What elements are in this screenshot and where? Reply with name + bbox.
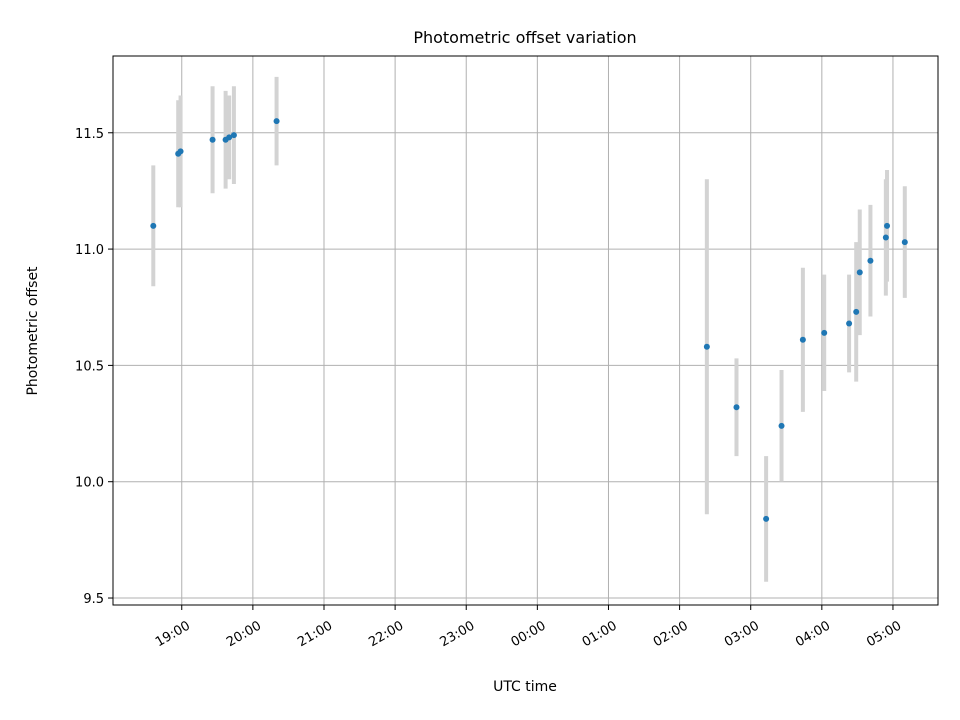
x-tick-label: 21:00 xyxy=(295,618,335,650)
data-point xyxy=(882,234,889,241)
y-tick-label: 10.5 xyxy=(75,359,104,374)
data-markers xyxy=(150,118,908,522)
x-tick-label: 04:00 xyxy=(793,618,833,650)
x-tick-label: 02:00 xyxy=(651,618,691,650)
x-tick-label: 03:00 xyxy=(722,618,762,650)
data-point xyxy=(703,343,710,350)
data-point xyxy=(853,308,860,315)
x-gridlines xyxy=(181,56,894,605)
x-tick-label: 01:00 xyxy=(580,618,620,650)
x-tick-label: 20:00 xyxy=(224,618,264,650)
data-point xyxy=(763,515,770,522)
data-point xyxy=(901,239,908,246)
y-tick-label: 11.5 xyxy=(75,127,104,142)
x-tick-label: 19:00 xyxy=(153,618,193,650)
data-point xyxy=(867,257,874,264)
data-point xyxy=(209,136,216,143)
data-point xyxy=(226,134,233,141)
x-tick-label: 00:00 xyxy=(509,618,549,650)
data-point xyxy=(799,336,806,343)
y-tick-label: 11.0 xyxy=(75,243,104,258)
error-bars xyxy=(151,76,907,582)
x-tick-label: 23:00 xyxy=(437,618,477,650)
chart-title: Photometric offset variation xyxy=(413,28,636,47)
data-point xyxy=(733,404,740,411)
data-point xyxy=(846,320,853,327)
data-point xyxy=(230,132,237,139)
data-point xyxy=(177,148,184,155)
y-gridlines xyxy=(113,132,938,599)
data-point xyxy=(884,222,891,229)
data-point xyxy=(821,329,828,336)
x-axis-label: UTC time xyxy=(493,679,557,695)
data-point xyxy=(856,269,863,276)
x-tick-label: 22:00 xyxy=(366,618,406,650)
y-axis-label: Photometric offset xyxy=(25,266,41,396)
y-axis-ticks: 9.5 10.0 10.5 11.0 11.5 xyxy=(75,127,113,607)
y-tick-label: 10.0 xyxy=(75,476,104,491)
data-point xyxy=(150,222,157,229)
plot-frame xyxy=(112,55,939,606)
data-point xyxy=(273,118,280,125)
x-axis-ticks: 19:00 20:00 21:00 22:00 23:00 00:00 01:00 02:00… xyxy=(153,605,904,650)
data-point xyxy=(778,422,785,429)
x-tick-label: 05:00 xyxy=(864,618,904,650)
y-tick-label: 9.5 xyxy=(83,592,104,607)
